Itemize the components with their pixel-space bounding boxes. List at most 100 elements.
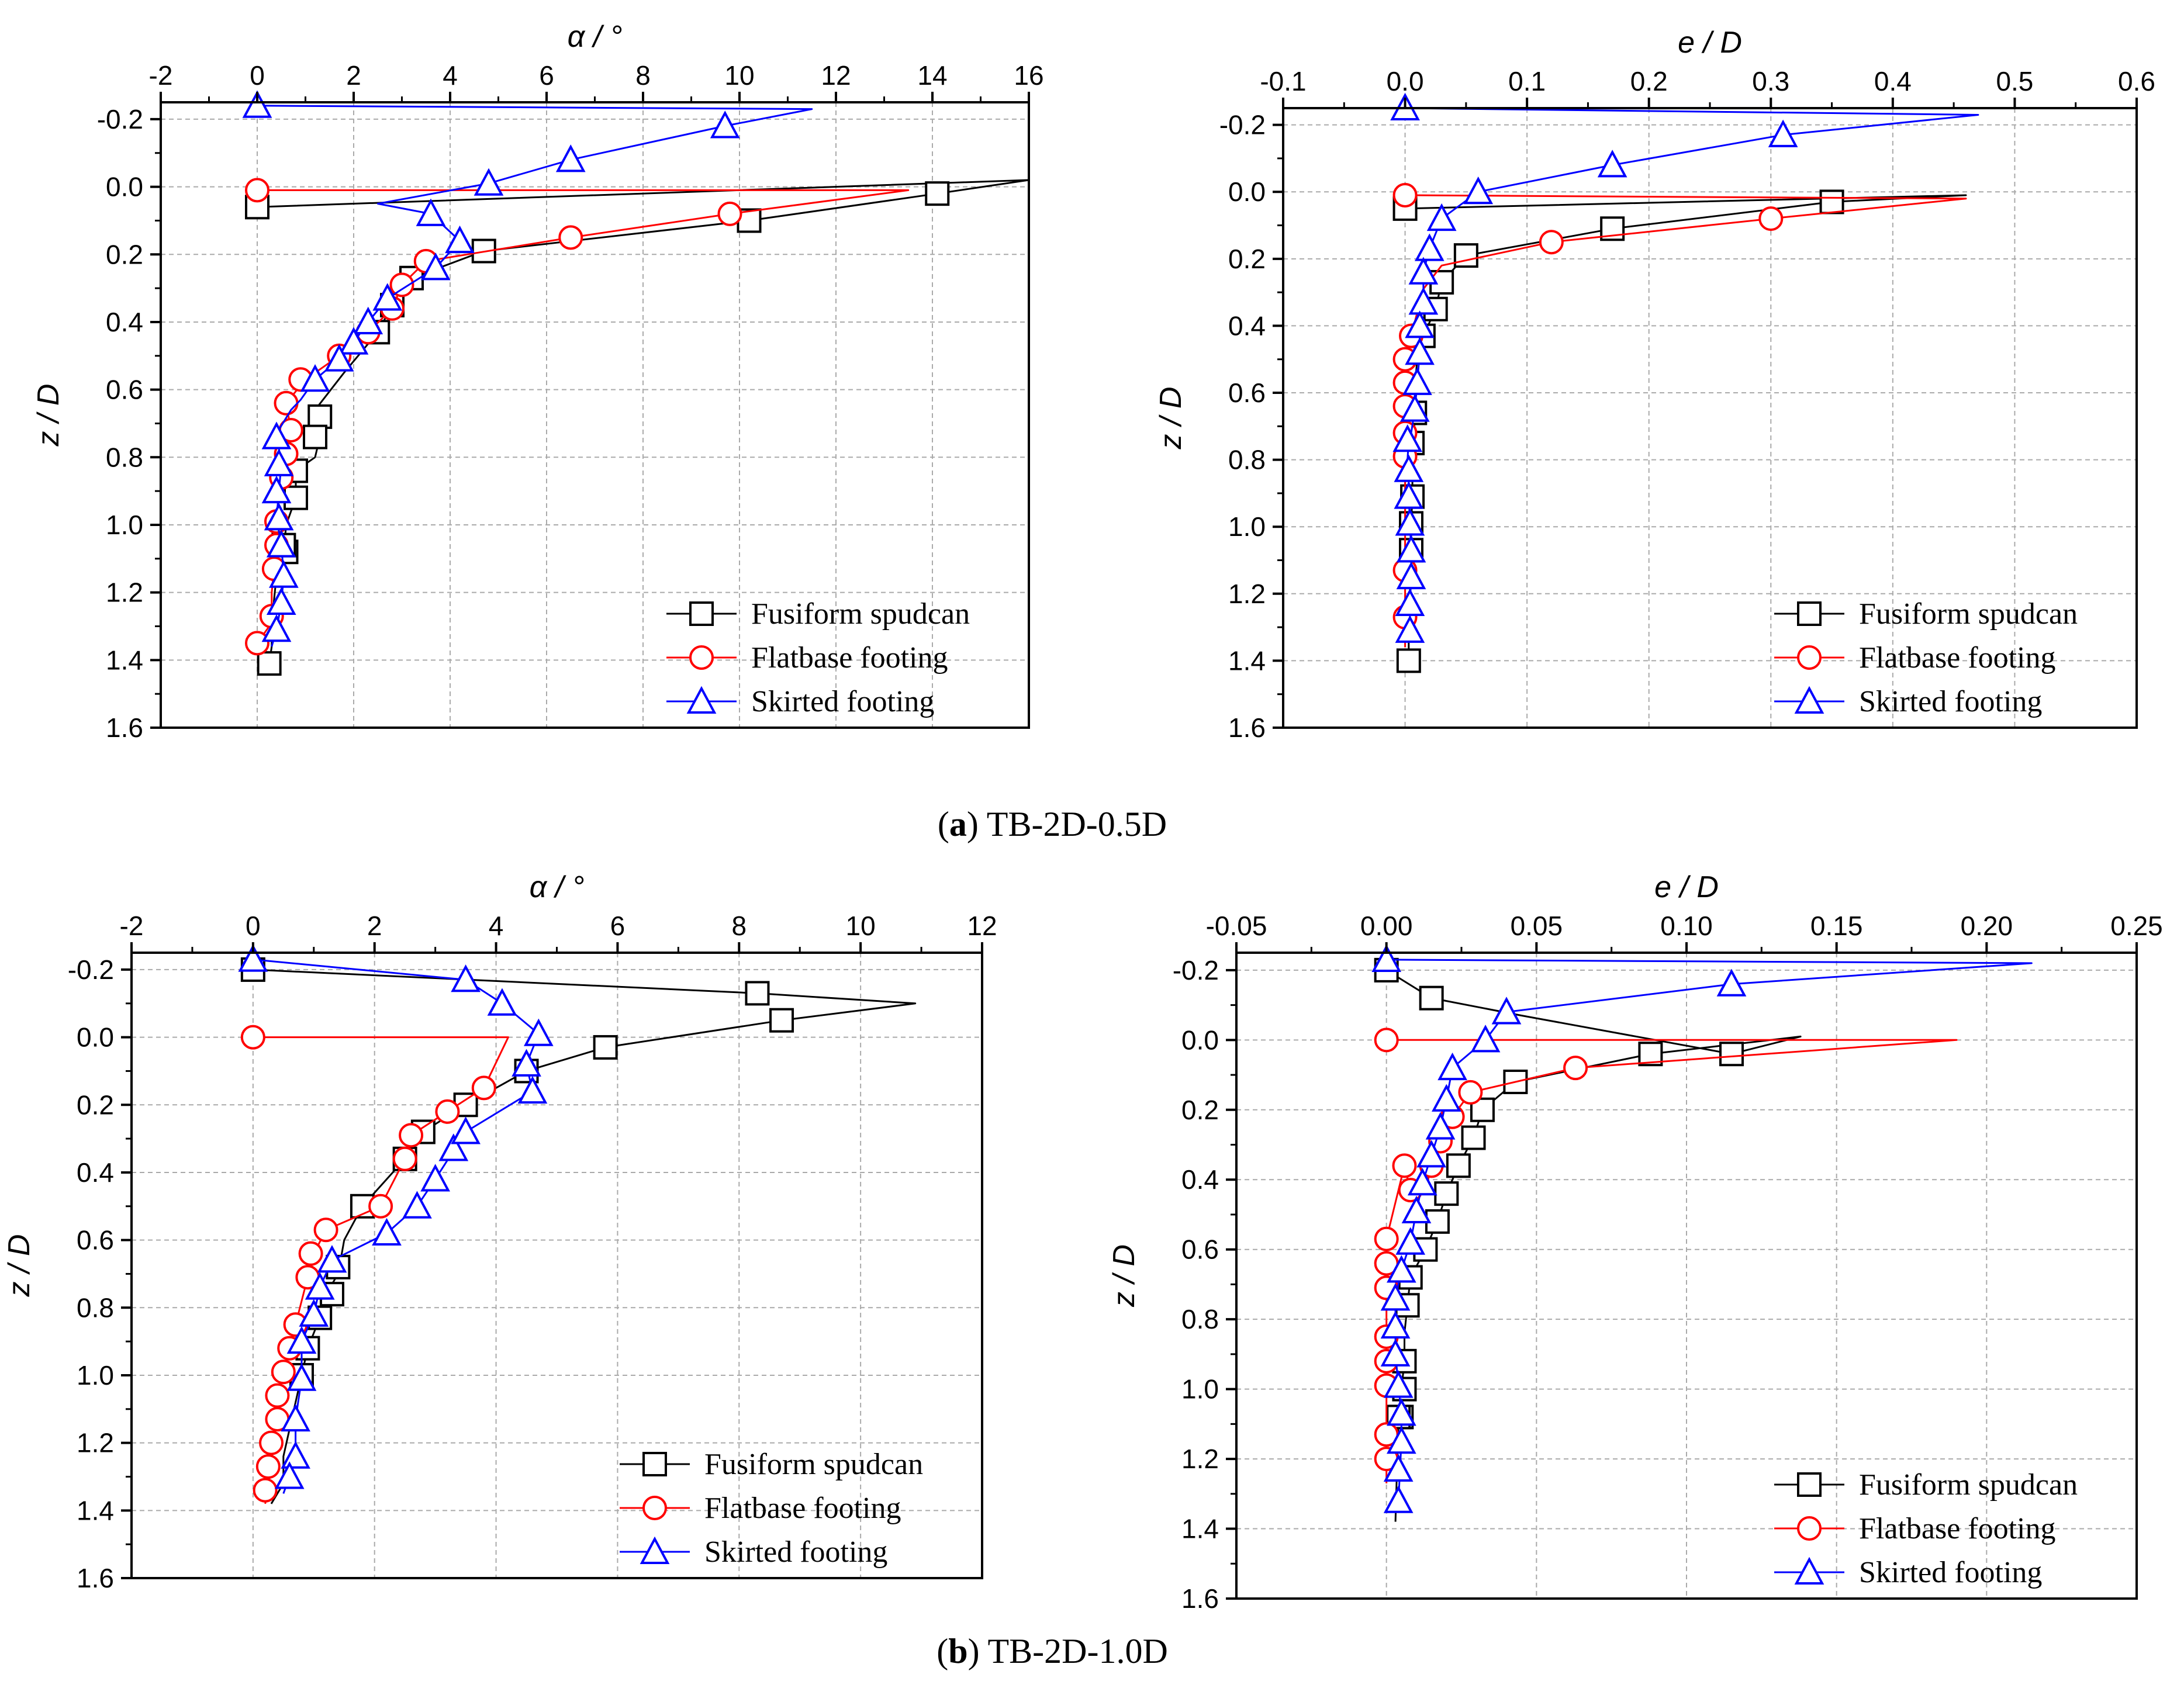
data-point-triangle <box>1716 968 1747 997</box>
data-point-triangle <box>305 1272 335 1300</box>
y-tick-label: 0.2 <box>1181 1095 1219 1125</box>
data-point-triangle <box>1383 1485 1414 1513</box>
y-tick-label: 1.0 <box>1181 1374 1219 1405</box>
data-point-triangle <box>269 560 299 588</box>
y-tick-label: 1.6 <box>77 1563 114 1593</box>
data-point-square <box>925 181 950 206</box>
legend-label: Fusiform spudcan <box>1859 1468 2078 1502</box>
y-tick-label: 1.2 <box>106 577 143 608</box>
x-tick-label: 6 <box>610 911 626 941</box>
data-point-triangle <box>1383 1370 1414 1398</box>
x-tick-label: 8 <box>635 60 651 91</box>
legend-marker-square <box>1797 601 1822 626</box>
data-point-circle <box>435 1099 460 1124</box>
data-point-triangle <box>402 1191 432 1219</box>
legend-marker-square <box>642 1452 667 1476</box>
data-point-triangle <box>1470 1025 1501 1053</box>
data-point-triangle <box>1395 508 1425 536</box>
x-tick-label: 0.6 <box>2118 66 2155 96</box>
data-point-triangle <box>300 364 330 392</box>
data-point-triangle <box>286 1326 317 1354</box>
data-point-circle <box>389 272 414 298</box>
data-point-square <box>745 981 770 1006</box>
data-point-triangle <box>1386 1426 1416 1454</box>
y-tick-label: 1.2 <box>77 1428 114 1458</box>
y-tick-label: 0.6 <box>1181 1234 1219 1265</box>
x-tick-label: 4 <box>489 911 504 941</box>
caption-a: (a) TB-2D-0.5D <box>938 805 1167 843</box>
y-tick-label: 0.4 <box>1228 310 1266 341</box>
data-point-triangle <box>266 530 296 558</box>
data-point-triangle <box>261 614 292 642</box>
data-point-triangle <box>261 475 292 504</box>
data-point-triangle <box>1491 997 1522 1025</box>
data-point-circle <box>245 631 269 656</box>
data-point-triangle <box>1380 1283 1411 1311</box>
chart-b-left: -2 0 2 4 6 8 10 12 -0.2 0.0 0.2 0.4 0.6 0.8 1.0 1.2 1.4 1… <box>2 870 997 1593</box>
y-tick-label: -0.2 <box>68 954 114 985</box>
y-tick-label: 0.0 <box>77 1022 114 1053</box>
y-tick-label: 0.8 <box>1228 445 1266 475</box>
y-tick-label: 0.0 <box>1181 1025 1219 1055</box>
data-point-square <box>737 208 762 233</box>
legend-marker-triangle <box>1794 686 1824 714</box>
data-point-triangle <box>445 225 475 254</box>
x-tick-label: 14 <box>917 60 947 91</box>
data-point-triangle <box>1408 257 1439 285</box>
data-point-square <box>1461 1125 1486 1150</box>
legend-label: Fusiform spudcan <box>1859 597 2078 631</box>
data-point-circle <box>717 201 742 226</box>
x-tick-label: -2 <box>149 60 173 91</box>
data-point-circle <box>1758 206 1784 231</box>
data-point-circle <box>471 1075 496 1101</box>
chart-a-right: -0.1 0.0 0.1 0.2 0.3 0.4 0.5 0.6 -0.2 0.0 0.2 0.4 0.… <box>1154 26 2155 743</box>
data-point-triangle <box>1371 944 1402 972</box>
y-tick-label: 1.0 <box>1228 511 1266 542</box>
x-axis-label: e / D <box>1654 870 1719 904</box>
data-point-triangle <box>416 198 446 226</box>
legend-marker-triangle <box>686 686 717 714</box>
data-point-circle <box>313 1217 338 1243</box>
data-point-triangle <box>1395 615 1425 643</box>
y-axis-label: z / D <box>1107 1244 1141 1307</box>
data-point-square <box>303 424 327 449</box>
data-point-triangle <box>264 503 294 531</box>
legend-marker-circle <box>689 645 714 670</box>
data-point-triangle <box>1416 1140 1447 1168</box>
y-tick-label: 1.2 <box>1181 1444 1219 1474</box>
data-point-triangle <box>1597 150 1627 178</box>
y-tick-label: 0.0 <box>1228 177 1266 207</box>
data-point-square <box>769 1008 794 1033</box>
series-line-triangle <box>1405 107 1979 641</box>
y-tick-label: 0.8 <box>106 442 143 472</box>
data-point-circle <box>558 225 583 250</box>
data-point-triangle <box>420 1164 450 1192</box>
series-line-circle <box>256 189 910 644</box>
y-tick-label: 1.2 <box>1228 579 1266 609</box>
data-point-circle <box>1374 1028 1399 1053</box>
x-tick-label: 0.2 <box>1630 66 1668 96</box>
data-point-triangle <box>1414 233 1445 261</box>
data-point-triangle <box>1380 1338 1411 1367</box>
data-point-triangle <box>264 448 294 476</box>
y-tick-label: 0.8 <box>77 1292 114 1323</box>
data-point-triangle <box>1386 1398 1416 1426</box>
x-tick-label: 2 <box>346 60 361 91</box>
x-tick-label: 10 <box>846 911 876 941</box>
data-point-triangle <box>338 327 369 355</box>
data-point-circle <box>259 1430 284 1455</box>
data-point-triangle <box>1408 287 1439 315</box>
data-point-triangle <box>281 1441 310 1469</box>
data-point-circle <box>253 1478 278 1503</box>
y-tick-label: 0.0 <box>106 172 143 202</box>
data-point-circle <box>271 1360 296 1385</box>
data-point-circle <box>274 390 299 416</box>
y-tick-label: 0.4 <box>77 1157 114 1188</box>
legend-label: Skirted footing <box>1859 685 2042 718</box>
data-point-circle <box>1458 1080 1483 1105</box>
data-point-triangle <box>1394 481 1424 509</box>
data-point-triangle <box>1383 1454 1414 1482</box>
data-point-triangle <box>1396 535 1426 563</box>
y-axis-label: z / D <box>2 1234 36 1298</box>
x-tick-label: 0.0 <box>1387 66 1424 96</box>
